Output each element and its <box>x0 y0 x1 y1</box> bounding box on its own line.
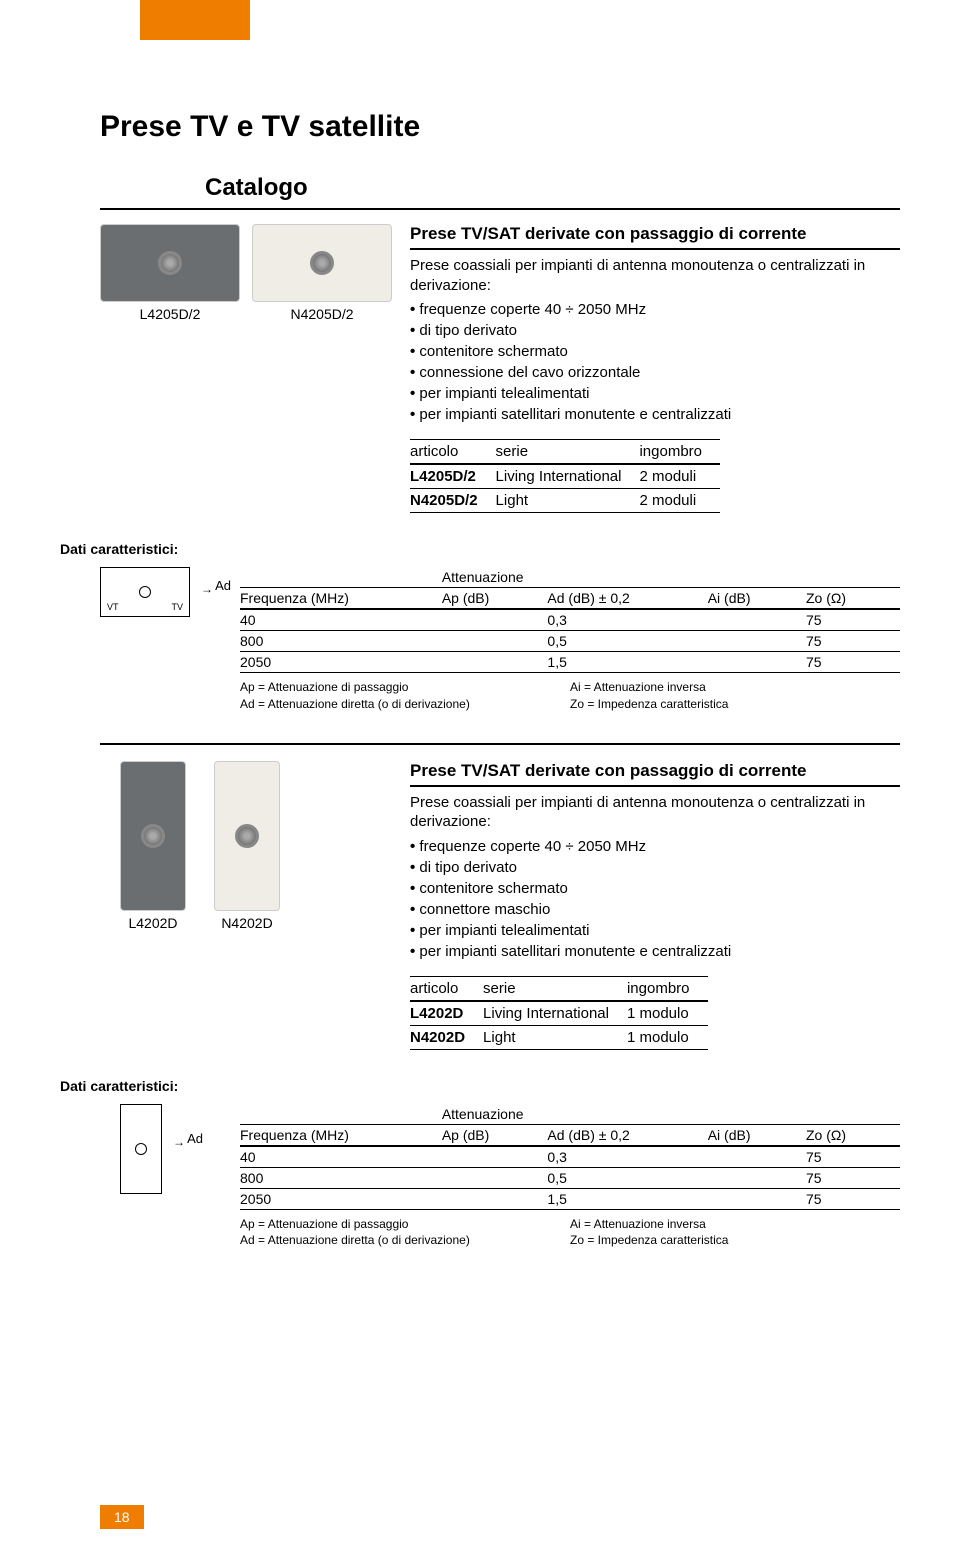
group-header: Attenuazione <box>442 567 708 588</box>
section-title: Prese TV/SAT derivate con passaggio di c… <box>410 761 900 787</box>
table-header: ingombro <box>627 976 708 1001</box>
product-image-dark <box>120 761 186 911</box>
bullet-item: per impianti telealimentati <box>410 383 900 404</box>
col-header: Frequenza (MHz) <box>240 588 442 610</box>
table-row: L4202D Living International 1 modulo <box>410 1001 708 1026</box>
table-header: serie <box>483 976 627 1001</box>
legend-line: Ap = Attenuazione di passaggio <box>240 679 570 696</box>
separator <box>100 743 900 745</box>
page-title: Prese TV e TV satellite <box>100 110 900 144</box>
col-header: Ai (dB) <box>708 1124 806 1146</box>
legend-line: Ad = Attenuazione diretta (o di derivazi… <box>240 1232 570 1249</box>
bullet-list: frequenze coperte 40 ÷ 2050 MHz di tipo … <box>410 299 900 425</box>
image-label: N4202D <box>221 915 272 931</box>
ad-label: Ad <box>187 1131 203 1146</box>
legend-line: Zo = Impedenza caratteristica <box>570 1232 900 1249</box>
table-header: serie <box>496 440 640 465</box>
legend-line: Ai = Attenuazione inversa <box>570 679 900 696</box>
bullet-item: frequenze coperte 40 ÷ 2050 MHz <box>410 836 900 857</box>
bullet-item: di tipo derivato <box>410 857 900 878</box>
table-row: 20501,575 <box>240 1188 900 1209</box>
arrow-icon: → <box>201 582 213 596</box>
legend-line: Ai = Attenuazione inversa <box>570 1216 900 1233</box>
col-header: Zo (Ω) <box>806 588 900 610</box>
legend-line: Ad = Attenuazione diretta (o di derivazi… <box>240 696 570 713</box>
article-table-1: articolo serie ingombro L4205D/2 Living … <box>410 439 720 513</box>
bullet-item: per impianti telealimentati <box>410 920 900 941</box>
section-subtitle: Prese coassiali per impianti di antenna … <box>410 793 900 832</box>
dati-label: Dati caratteristici: <box>60 1078 900 1094</box>
bullet-list: frequenze coperte 40 ÷ 2050 MHz di tipo … <box>410 836 900 962</box>
product-images: L4205D/2 N4205D/2 <box>100 224 410 425</box>
diagram-box: → Ad <box>120 1104 162 1194</box>
legend: Ap = Attenuazione di passaggio Ad = Atte… <box>240 1216 900 1250</box>
description-column: Prese TV/SAT derivate con passaggio di c… <box>410 224 900 425</box>
diagram: → Ad <box>100 1104 200 1210</box>
attenuation-table: Attenuazione Frequenza (MHz) Ap (dB) Ad … <box>240 1104 900 1210</box>
col-header: Ad (dB) ± 0,2 <box>547 1124 707 1146</box>
dati-label: Dati caratteristici: <box>60 541 900 557</box>
arrow-icon: → <box>173 1135 185 1149</box>
bullet-item: per impianti satellitari monutente e cen… <box>410 941 900 962</box>
table-header: ingombro <box>639 440 720 465</box>
col-header: Ai (dB) <box>708 588 806 610</box>
group-header: Attenuazione <box>442 1104 708 1125</box>
table-header: articolo <box>410 976 483 1001</box>
product-image-light <box>214 761 280 911</box>
diagram: TV TV → Ad <box>100 567 200 673</box>
legend-line: Ap = Attenuazione di passaggio <box>240 1216 570 1233</box>
product-block-2: L4202D N4202D Prese TV/SAT derivate con … <box>100 761 900 962</box>
article-table-2: articolo serie ingombro L4202D Living In… <box>410 976 708 1050</box>
product-image-dark <box>100 224 240 302</box>
diagram-box: TV TV → Ad <box>100 567 190 617</box>
product-images: L4202D N4202D <box>100 761 410 962</box>
bullet-item: frequenze coperte 40 ÷ 2050 MHz <box>410 299 900 320</box>
col-header: Ap (dB) <box>442 588 548 610</box>
table-row: 8000,575 <box>240 1167 900 1188</box>
table-row: 400,375 <box>240 609 900 631</box>
attenuation-block-2: → Ad Attenuazione Frequenza (MHz) Ap (dB… <box>100 1104 900 1210</box>
image-label: N4205D/2 <box>290 306 353 322</box>
product-block-1: L4205D/2 N4205D/2 Prese TV/SAT derivate … <box>100 224 900 425</box>
accent-tab <box>140 0 250 40</box>
bullet-item: contenitore schermato <box>410 878 900 899</box>
image-label: L4202D <box>128 915 177 931</box>
catalogo-heading: Catalogo <box>205 174 900 202</box>
section-rule <box>100 208 900 210</box>
table-row: N4202D Light 1 modulo <box>410 1025 708 1049</box>
bullet-item: di tipo derivato <box>410 320 900 341</box>
table-row: N4205D/2 Light 2 moduli <box>410 489 720 513</box>
product-image-light <box>252 224 392 302</box>
bullet-item: connettore maschio <box>410 899 900 920</box>
attenuation-table: Attenuazione Frequenza (MHz) Ap (dB) Ad … <box>240 567 900 673</box>
col-header: Frequenza (MHz) <box>240 1124 442 1146</box>
bullet-item: per impianti satellitari monutente e cen… <box>410 404 900 425</box>
description-column: Prese TV/SAT derivate con passaggio di c… <box>410 761 900 962</box>
col-header: Ap (dB) <box>442 1124 548 1146</box>
table-row: L4205D/2 Living International 2 moduli <box>410 464 720 489</box>
legend: Ap = Attenuazione di passaggio Ad = Atte… <box>240 679 900 713</box>
attenuation-block-1: TV TV → Ad Attenuazione Frequenza (MHz) … <box>100 567 900 673</box>
section-title: Prese TV/SAT derivate con passaggio di c… <box>410 224 900 250</box>
page-number: 18 <box>100 1505 144 1529</box>
bullet-item: contenitore schermato <box>410 341 900 362</box>
table-row: 8000,575 <box>240 631 900 652</box>
table-row: 20501,575 <box>240 652 900 673</box>
legend-line: Zo = Impedenza caratteristica <box>570 696 900 713</box>
image-label: L4205D/2 <box>140 306 201 322</box>
ad-label: Ad <box>215 578 231 593</box>
table-header: articolo <box>410 440 496 465</box>
table-row: 400,375 <box>240 1146 900 1168</box>
col-header: Ad (dB) ± 0,2 <box>547 588 707 610</box>
col-header: Zo (Ω) <box>806 1124 900 1146</box>
bullet-item: connessione del cavo orizzontale <box>410 362 900 383</box>
section-subtitle: Prese coassiali per impianti di antenna … <box>410 256 900 295</box>
